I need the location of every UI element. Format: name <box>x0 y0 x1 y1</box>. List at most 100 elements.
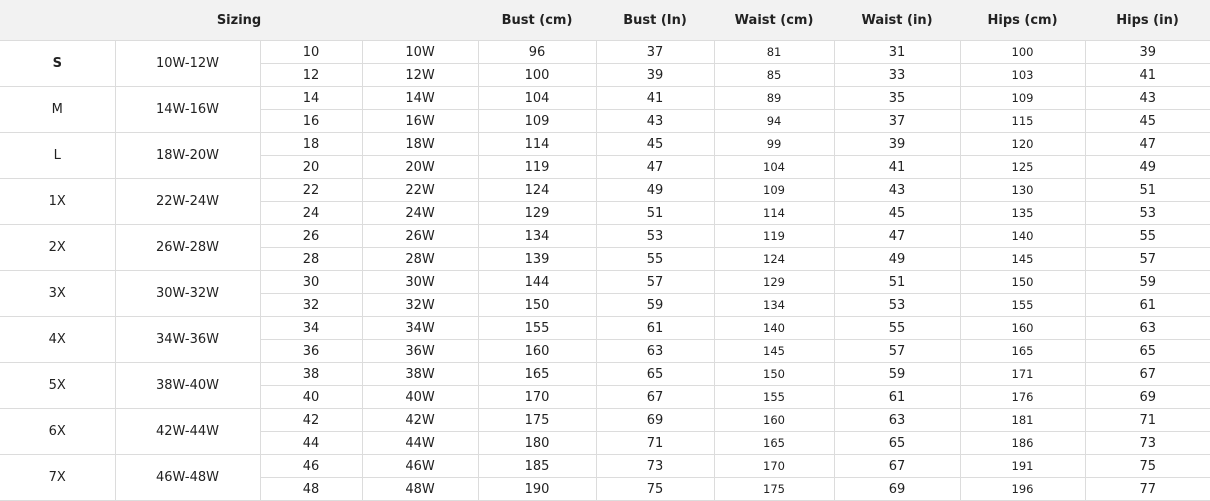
table-row: 6X 42W-44W 42 42W 175 69 160 63 181 71 <box>0 408 1210 455</box>
size-range: 22W-24W <box>114 178 261 225</box>
hips-in-cell: 61 <box>1084 293 1210 317</box>
waist-in-cell: 51 <box>833 270 961 294</box>
waist-cm-cell: 99 <box>713 132 835 156</box>
size-range: 46W-48W <box>114 454 261 501</box>
hips-cm-cell: 130 <box>959 178 1086 202</box>
womens-size-cell: 42W <box>361 408 479 432</box>
bust-cm-cell: 144 <box>477 270 597 294</box>
bust-in-cell: 63 <box>595 339 715 363</box>
size-range: 26W-28W <box>114 224 261 271</box>
size-range: 38W-40W <box>114 362 261 409</box>
hips-in-cell: 47 <box>1084 132 1210 156</box>
bust-in-cell: 51 <box>595 201 715 225</box>
table-row: 7X 46W-48W 46 46W 185 73 170 67 191 75 <box>0 454 1210 501</box>
bust-in-cell: 43 <box>595 109 715 133</box>
bust-cm-cell: 175 <box>477 408 597 432</box>
waist-in-cell: 37 <box>833 109 961 133</box>
bust-cm-cell: 155 <box>477 316 597 340</box>
us-size-cell: 16 <box>260 109 363 133</box>
table-row: M 14W-16W 14 14W 104 41 89 35 109 43 <box>0 86 1210 133</box>
bust-in-cell: 73 <box>595 454 715 478</box>
us-size-cell: 18 <box>259 132 363 156</box>
waist-cm-cell: 109 <box>713 178 835 202</box>
bust-cm-cell: 129 <box>477 201 597 225</box>
hips-cm-cell: 100 <box>959 40 1086 64</box>
size-label: L <box>0 132 116 179</box>
hips-in-cell: 51 <box>1084 178 1210 202</box>
bust-in-cell: 55 <box>595 247 715 271</box>
bust-in-cell: 61 <box>595 316 715 340</box>
waist-cm-cell: 134 <box>713 293 835 317</box>
size-label: 4X <box>0 316 116 363</box>
waist-in-cell: 47 <box>833 224 961 248</box>
bust-cm-cell: 185 <box>477 454 597 478</box>
us-size-cell: 14 <box>259 86 363 110</box>
size-range: 30W-32W <box>114 270 261 317</box>
bust-cm-cell: 170 <box>477 385 597 409</box>
hips-in-cell: 67 <box>1084 362 1210 386</box>
hips-in-cell: 39 <box>1084 40 1210 64</box>
bust-cm-cell: 100 <box>477 63 597 87</box>
table-row: 4X 34W-36W 34 34W 155 61 140 55 160 63 <box>0 316 1210 363</box>
waist-cm-cell: 85 <box>713 63 835 87</box>
hips-cm-cell: 176 <box>959 385 1086 409</box>
header-bust-in: Bust (In) <box>596 0 715 41</box>
hips-in-cell: 57 <box>1084 247 1210 271</box>
hips-in-cell: 71 <box>1084 408 1210 432</box>
size-label: 7X <box>0 454 116 501</box>
hips-in-cell: 45 <box>1084 109 1210 133</box>
waist-cm-cell: 81 <box>713 40 835 64</box>
womens-size-cell: 18W <box>361 132 479 156</box>
us-size-cell: 12 <box>260 63 363 87</box>
table-row: 48 48W 190 75 175 69 196 77 <box>0 477 1210 501</box>
table-body: S 10W-12W 10 10W 96 37 81 31 100 39 12 12W 100 39 85 33… <box>0 40 1210 501</box>
waist-in-cell: 61 <box>833 385 961 409</box>
waist-in-cell: 55 <box>833 316 961 340</box>
waist-in-cell: 31 <box>833 40 961 64</box>
hips-cm-cell: 145 <box>959 247 1086 271</box>
hips-in-cell: 75 <box>1084 454 1210 478</box>
waist-cm-cell: 150 <box>713 362 835 386</box>
hips-cm-cell: 135 <box>959 201 1086 225</box>
bust-in-cell: 57 <box>595 270 715 294</box>
waist-cm-cell: 119 <box>713 224 835 248</box>
us-size-cell: 42 <box>259 408 363 432</box>
waist-cm-cell: 89 <box>713 86 835 110</box>
waist-cm-cell: 145 <box>713 339 835 363</box>
bust-in-cell: 39 <box>595 63 715 87</box>
waist-cm-cell: 170 <box>713 454 835 478</box>
waist-cm-cell: 104 <box>713 155 835 179</box>
table-row: 32 32W 150 59 134 53 155 61 <box>0 293 1210 317</box>
table-row: 16 16W 109 43 94 37 115 45 <box>0 109 1210 133</box>
hips-in-cell: 59 <box>1084 270 1210 294</box>
bust-in-cell: 53 <box>595 224 715 248</box>
hips-cm-cell: 186 <box>959 431 1086 455</box>
womens-size-cell: 20W <box>361 155 479 179</box>
table-row: 5X 38W-40W 38 38W 165 65 150 59 171 67 <box>0 362 1210 409</box>
womens-size-cell: 24W <box>361 201 479 225</box>
us-size-cell: 28 <box>260 247 363 271</box>
waist-cm-cell: 94 <box>713 109 835 133</box>
waist-cm-cell: 175 <box>713 477 835 501</box>
bust-cm-cell: 165 <box>477 362 597 386</box>
header-hips-cm: Hips (cm) <box>960 0 1086 41</box>
waist-cm-cell: 129 <box>713 270 835 294</box>
bust-in-cell: 71 <box>595 431 715 455</box>
bust-cm-cell: 139 <box>477 247 597 271</box>
womens-size-cell: 26W <box>361 224 479 248</box>
us-size-cell: 48 <box>260 477 363 501</box>
header-row: Sizing Bust (cm) Bust (In) Waist (cm) Wa… <box>0 0 1210 41</box>
hips-in-cell: 41 <box>1084 63 1210 87</box>
hips-in-cell: 73 <box>1084 431 1210 455</box>
waist-cm-cell: 155 <box>713 385 835 409</box>
hips-cm-cell: 165 <box>959 339 1086 363</box>
hips-in-cell: 55 <box>1084 224 1210 248</box>
waist-in-cell: 57 <box>833 339 961 363</box>
size-label: 6X <box>0 408 116 455</box>
waist-in-cell: 43 <box>833 178 961 202</box>
waist-in-cell: 33 <box>833 63 961 87</box>
header-bust-cm: Bust (cm) <box>478 0 597 41</box>
hips-in-cell: 69 <box>1084 385 1210 409</box>
womens-size-cell: 32W <box>361 293 479 317</box>
waist-in-cell: 59 <box>833 362 961 386</box>
